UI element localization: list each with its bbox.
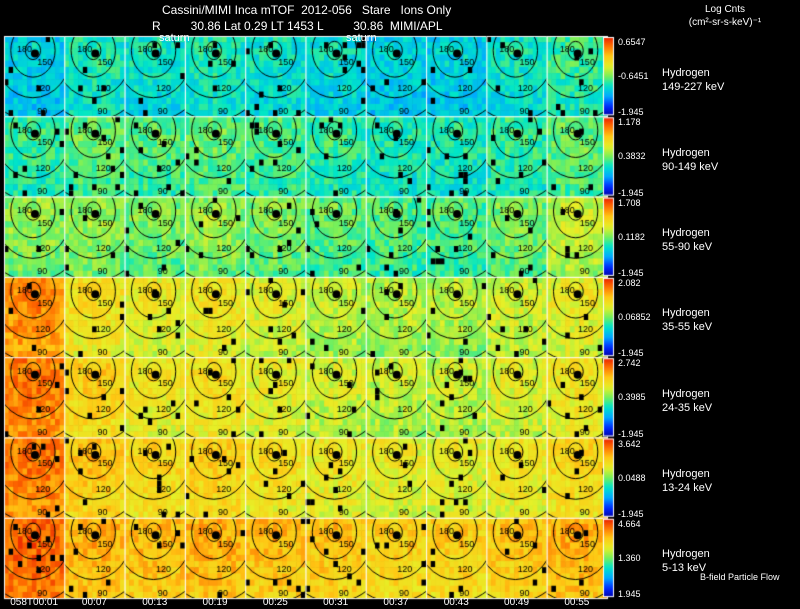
time-tick-label: 00:19 [202, 597, 228, 608]
row-energy-label: 149-227 keV [662, 80, 725, 93]
colorbar-mid-tick: 0.1182 [618, 231, 645, 242]
time-tick-label: 00:13 [142, 597, 168, 608]
row-species-label: Hydrogen [662, 468, 710, 480]
time-tick-label: 00:55 [564, 597, 590, 608]
colorbar-mid-tick: 0.0488 [618, 472, 646, 483]
header-orbit-info: R 30.86 Lat 0.29 LT 1453 L 30.86 MIMI/AP… [152, 19, 443, 33]
colorbar-min-tick: -1.945 [618, 267, 644, 278]
row-species-label: Hydrogen [662, 548, 710, 561]
colorbar-max-tick: 1.178 [618, 117, 641, 128]
colorbar-min-tick: -1.945 [618, 428, 644, 439]
time-tick-label: 00:07 [81, 597, 107, 608]
time-tick-label: 058T00:01 [10, 597, 59, 608]
time-tick-label: 00:49 [504, 597, 530, 608]
colorbar-max-tick: 1.708 [618, 197, 641, 208]
time-tick-label: 00:37 [383, 597, 409, 608]
colorbar-max-tick: 2.742 [618, 358, 641, 369]
colorbar-mid-tick: 0.3832 [618, 151, 646, 162]
saturn-label-left: saturn [159, 32, 190, 44]
time-tick-label: 00:25 [262, 597, 288, 608]
colorbar-max-tick: 0.6547 [618, 37, 646, 47]
header-title: Cassini/MIMI Inca mTOF 2012-056 Stare Io… [162, 3, 452, 17]
row-energy-label: 55-90 keV [662, 241, 713, 254]
row-species-label: Hydrogen [662, 227, 710, 240]
row-energy-label: 90-149 keV [662, 160, 719, 173]
saturn-label-right: saturn [346, 32, 377, 44]
time-tick-label: 00:31 [323, 597, 349, 608]
row-energy-label: 5-13 keV [662, 562, 707, 575]
colorbar-max-tick: 4.664 [618, 518, 641, 529]
colorbar-min-tick: -1.945 [618, 187, 644, 198]
colorbar-min-tick: -1.945 [618, 508, 644, 519]
colorbar-min-tick: 1.945 [618, 589, 641, 600]
row-species-label: Hydrogen [662, 307, 710, 320]
colorbar-mid-tick: 0.3985 [618, 392, 646, 403]
row-energy-label: 24-35 keV [662, 401, 713, 414]
row-species-label: Hydrogen [662, 146, 710, 159]
row-species-label: Hydrogen [662, 66, 710, 79]
colorbar-mid-tick: -0.6451 [618, 71, 649, 82]
colorbar-mid-tick: 1.360 [618, 552, 641, 563]
colorbar-mid-tick: 0.06852 [618, 312, 651, 323]
colorbar-min-tick: -1.945 [618, 107, 644, 118]
row-species-label: Hydrogen [662, 387, 710, 400]
colorbar-units: (cm²-sr-s-keV)⁻¹ [688, 17, 762, 28]
colorbar-max-tick: 3.642 [618, 438, 641, 449]
row-energy-label: 35-55 keV [662, 321, 713, 334]
colorbar-max-tick: 2.082 [618, 277, 641, 288]
time-tick-label: 00:43 [443, 597, 469, 608]
row-energy-label: 13-24 keV [662, 482, 713, 494]
colorbar-title: Log Cnts [704, 4, 746, 15]
footer-label: B-field Particle Flow [700, 572, 780, 582]
colorbar-min-tick: -1.945 [618, 348, 644, 359]
